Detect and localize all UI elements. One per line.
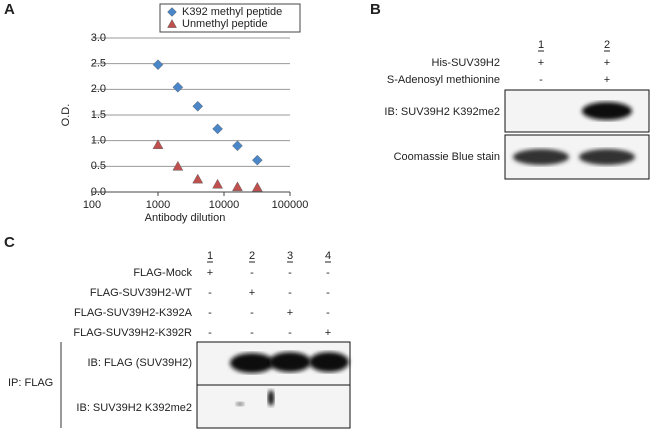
row-label: FLAG-SUV39H2-WT bbox=[90, 287, 192, 299]
x-tick-label: 10000 bbox=[209, 199, 240, 211]
x-tick-label: 1000 bbox=[146, 199, 170, 211]
band bbox=[582, 102, 632, 120]
row-label: His-SUV39H2 bbox=[432, 57, 500, 69]
sign: - bbox=[250, 267, 254, 279]
blot-label: Coomassie Blue stain bbox=[394, 151, 500, 163]
band bbox=[579, 149, 635, 165]
legend-box bbox=[159, 3, 301, 33]
point bbox=[192, 173, 204, 184]
point bbox=[232, 140, 243, 152]
y-tick-label: 1.5 bbox=[91, 109, 106, 121]
row-label: FLAG-SUV39H2-K392A bbox=[74, 307, 193, 319]
x-tick-label: 100000 bbox=[272, 199, 309, 211]
point bbox=[212, 123, 223, 135]
row-label: FLAG-Mock bbox=[133, 267, 192, 279]
y-tick-label: 2.5 bbox=[91, 58, 106, 70]
band bbox=[513, 149, 569, 165]
blot-label: IB: SUV39H2 K392me2 bbox=[76, 402, 192, 414]
sign: + bbox=[538, 57, 544, 69]
sign: + bbox=[249, 287, 255, 299]
point bbox=[212, 178, 224, 189]
legend-marker bbox=[167, 7, 177, 17]
sign: - bbox=[326, 287, 330, 299]
sign: + bbox=[207, 267, 213, 279]
y-tick-label: 1.0 bbox=[91, 135, 106, 147]
y-axis-label: O.D. bbox=[60, 104, 72, 127]
legend-label: K392 methyl peptide bbox=[182, 6, 282, 18]
panel-label: C bbox=[4, 234, 15, 251]
x-tick-label: 100 bbox=[83, 199, 101, 211]
sign: - bbox=[288, 287, 292, 299]
blot-label: IB: FLAG (SUV39H2) bbox=[87, 357, 192, 369]
x-axis-label: Antibody dilution bbox=[145, 212, 226, 224]
blot-label: IB: SUV39H2 K392me2 bbox=[384, 106, 500, 118]
row-label: S-Adenosyl methionine bbox=[387, 74, 500, 86]
y-tick-label: 2.0 bbox=[91, 83, 106, 95]
spot bbox=[268, 390, 274, 406]
blot-c2 bbox=[196, 384, 351, 429]
lane-number: 1 bbox=[207, 250, 213, 262]
point bbox=[251, 154, 263, 166]
sign: - bbox=[326, 307, 330, 319]
sign: - bbox=[539, 74, 543, 86]
lane-number: 4 bbox=[325, 250, 331, 262]
panel-label: A bbox=[4, 1, 15, 18]
point bbox=[172, 160, 184, 171]
sign: - bbox=[208, 307, 212, 319]
lane-number: 2 bbox=[249, 250, 255, 262]
sign: - bbox=[250, 307, 254, 319]
row-label: FLAG-SUV39H2-K392R bbox=[73, 327, 192, 339]
sign: - bbox=[208, 327, 212, 339]
legend-marker bbox=[167, 18, 177, 28]
sign: + bbox=[604, 74, 610, 86]
legend-label: Unmethyl peptide bbox=[182, 18, 268, 30]
sign: + bbox=[325, 327, 331, 339]
sign: + bbox=[287, 307, 293, 319]
sign: - bbox=[326, 267, 330, 279]
sign: - bbox=[288, 327, 292, 339]
sign: - bbox=[250, 327, 254, 339]
band bbox=[269, 352, 311, 372]
point bbox=[232, 181, 243, 192]
sign: - bbox=[288, 267, 292, 279]
sign: + bbox=[604, 57, 610, 69]
lane-number: 3 bbox=[287, 250, 293, 262]
lane-number: 2 bbox=[604, 39, 610, 51]
sign: - bbox=[208, 287, 212, 299]
lane-number: 1 bbox=[538, 39, 544, 51]
point bbox=[152, 139, 164, 150]
y-tick-label: 0.5 bbox=[91, 160, 106, 172]
y-tick-label: 3.0 bbox=[91, 32, 106, 44]
spot bbox=[236, 402, 244, 406]
point bbox=[172, 81, 184, 93]
band bbox=[309, 352, 349, 372]
ip-label: IP: FLAG bbox=[8, 377, 53, 389]
point bbox=[251, 181, 263, 192]
point bbox=[192, 100, 204, 112]
panel-label: B bbox=[370, 1, 381, 18]
point bbox=[152, 59, 164, 71]
band bbox=[230, 353, 274, 373]
